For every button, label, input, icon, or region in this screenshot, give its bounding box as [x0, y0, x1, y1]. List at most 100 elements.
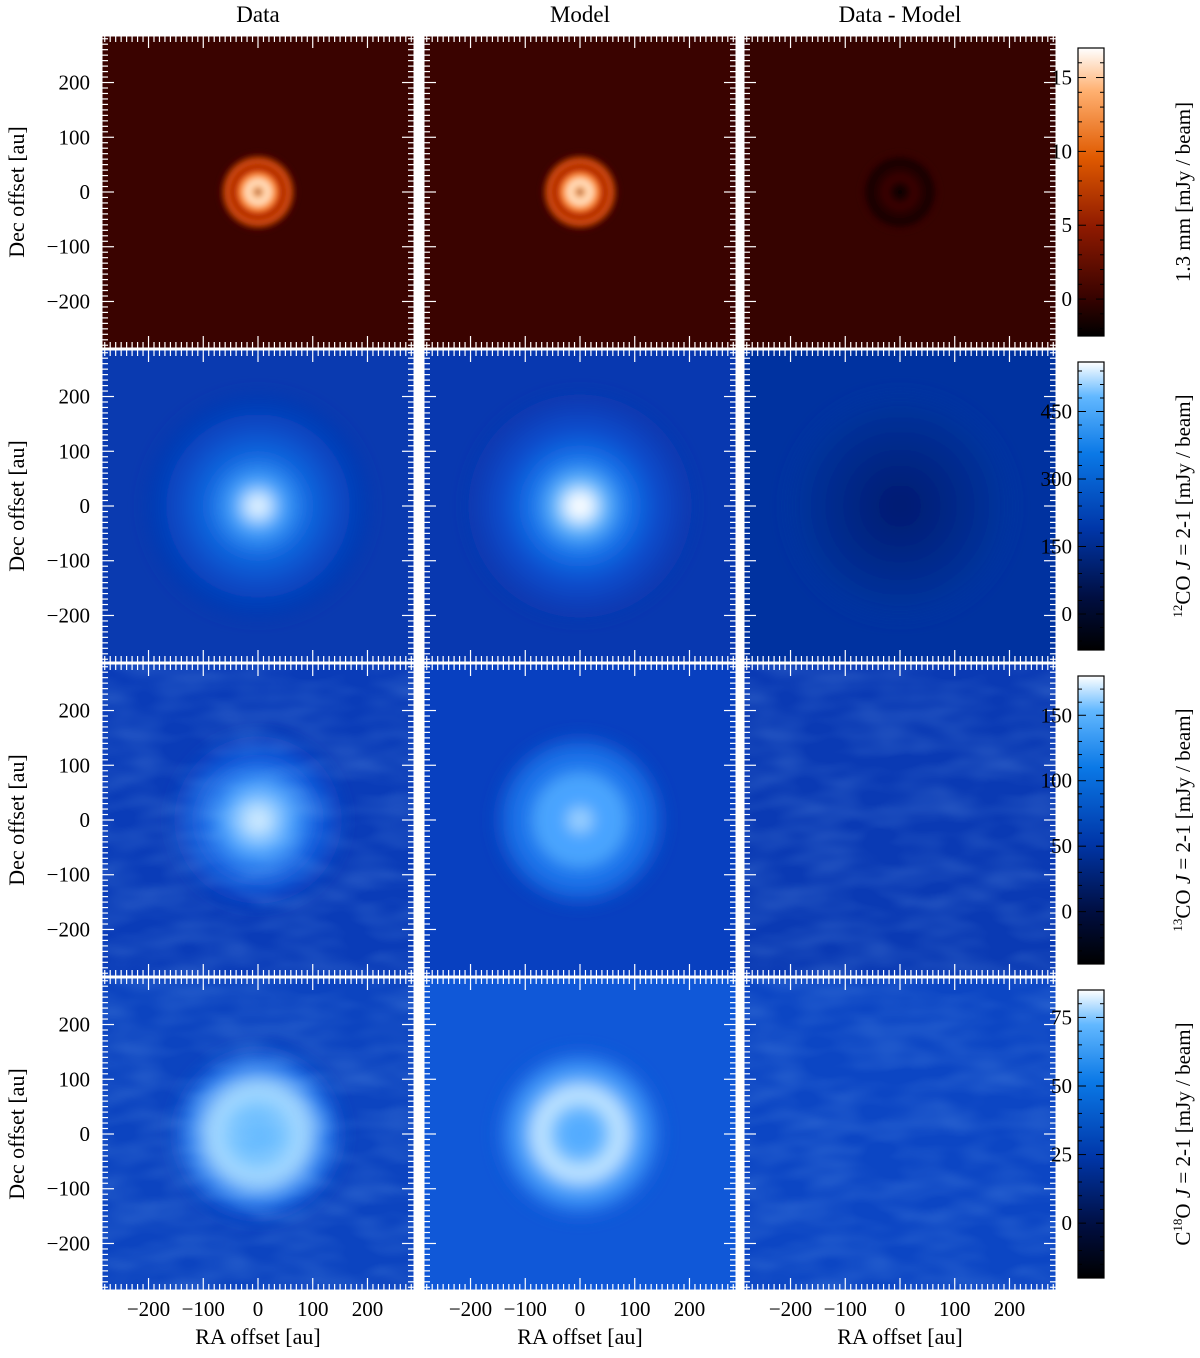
emission-disk [788, 394, 1012, 618]
column-title: Data [236, 2, 279, 27]
panel-ticks [744, 978, 1056, 1290]
emission-disk [496, 736, 664, 904]
y-axis-label: Dec offset [au] [4, 754, 29, 886]
y-tick-label: −100 [47, 863, 90, 887]
colorbar-label: 12CO J = 2-1 [mJy / beam] [1170, 394, 1195, 617]
colorbar-tick-label: 50 [1051, 834, 1072, 858]
y-tick-label: 200 [59, 1013, 91, 1037]
colorbar-gradient [1077, 47, 1105, 337]
panel-ticks [744, 350, 1056, 662]
y-tick-label: 100 [59, 439, 91, 463]
y-tick-label: 100 [59, 1067, 91, 1091]
colorbar-tick-label: 0 [1062, 1211, 1073, 1235]
colorbar-tick-label: 300 [1041, 467, 1073, 491]
panel-ticks [102, 664, 414, 976]
noise-texture [744, 664, 1056, 976]
x-tick-label: 0 [575, 1297, 586, 1321]
x-tick-label: 100 [939, 1297, 971, 1321]
x-tick-label: 200 [994, 1297, 1026, 1321]
y-tick-label: −100 [47, 235, 90, 259]
y-axis-label: Dec offset [au] [4, 126, 29, 258]
colorbar-tick-label: 0 [1062, 900, 1073, 924]
image-panel [423, 977, 737, 1291]
emission-disk [496, 1050, 664, 1218]
x-tick-label: 0 [895, 1297, 906, 1321]
image-panel [423, 35, 737, 349]
x-tick-label: −200 [769, 1297, 812, 1321]
x-tick-label: 0 [253, 1297, 264, 1321]
panel-ticks [102, 36, 414, 348]
x-tick-label: 100 [619, 1297, 651, 1321]
colorbar-tick-label: 5 [1062, 213, 1073, 237]
colorbar-gradient [1077, 989, 1105, 1279]
column-title: Model [550, 2, 610, 27]
y-tick-label: −200 [47, 289, 90, 313]
x-tick-label: −200 [449, 1297, 492, 1321]
y-tick-label: −100 [47, 1177, 90, 1201]
x-axis-label: RA offset [au] [837, 1324, 962, 1349]
colorbar-label: 13CO J = 2-1 [mJy / beam] [1170, 708, 1195, 931]
x-tick-label: −100 [824, 1297, 867, 1321]
panel-ticks [424, 36, 736, 348]
x-tick-label: −200 [127, 1297, 170, 1321]
y-tick-label: 0 [80, 808, 91, 832]
image-panel [101, 663, 415, 977]
panel-ticks [744, 664, 1056, 976]
noise-texture [102, 664, 414, 976]
colorbar-tick-label: 450 [1041, 400, 1073, 424]
image-panel [743, 977, 1057, 1291]
column-title: Data - Model [839, 2, 962, 27]
x-axis-label: RA offset [au] [195, 1324, 320, 1349]
emission-disk [468, 394, 692, 618]
emission-disk [540, 152, 620, 232]
colorbar: 0 50 100 150 13CO J = 2-1 [mJy / beam] [1041, 675, 1195, 965]
colorbar-tick-label: 150 [1041, 703, 1073, 727]
colorbar-tick-label: 10 [1051, 139, 1072, 163]
image-panel [743, 35, 1057, 349]
x-tick-label: 100 [297, 1297, 329, 1321]
y-tick-label: 100 [59, 125, 91, 149]
panel-ticks [102, 978, 414, 1290]
image-panel [101, 977, 415, 1291]
colorbar-label: C18O J = 2-1 [mJy / beam] [1170, 1022, 1195, 1245]
y-tick-label: 0 [80, 180, 91, 204]
y-tick-label: −200 [47, 917, 90, 941]
panel-ticks [744, 36, 1056, 348]
y-tick-label: −100 [47, 549, 90, 573]
y-tick-label: 0 [80, 1122, 91, 1146]
emission-disk [860, 152, 940, 232]
y-tick-label: 100 [59, 753, 91, 777]
image-panel [101, 35, 415, 349]
image-panel [423, 663, 737, 977]
colorbar-tick-label: 0 [1062, 287, 1073, 311]
colorbar: 0 25 50 75 C18O J = 2-1 [mJy / beam] [1051, 989, 1195, 1279]
colorbar-tick-label: 75 [1051, 1005, 1072, 1029]
panel-ticks [424, 350, 736, 662]
colorbar-tick-label: 100 [1041, 769, 1073, 793]
y-tick-label: 200 [59, 71, 91, 95]
y-axis-label: Dec offset [au] [4, 440, 29, 572]
y-tick-label: 200 [59, 385, 91, 409]
colorbar-gradient [1077, 675, 1105, 965]
colorbar: 0 5 10 15 1.3 mm [mJy / beam] [1051, 47, 1195, 337]
image-panel [423, 349, 737, 663]
x-axis-label: RA offset [au] [517, 1324, 642, 1349]
colorbar-label: 1.3 mm [mJy / beam] [1171, 102, 1195, 282]
image-panel [101, 349, 415, 663]
x-tick-label: −100 [182, 1297, 225, 1321]
colorbar-tick-label: 15 [1051, 66, 1072, 90]
colorbar: 0 150 300 450 12CO J = 2-1 [mJy / beam] [1041, 361, 1195, 651]
colorbar-tick-label: 0 [1062, 602, 1073, 626]
y-tick-label: 200 [59, 699, 91, 723]
y-axis-label: Dec offset [au] [4, 1068, 29, 1200]
x-tick-label: 200 [674, 1297, 706, 1321]
panel-ticks [424, 978, 736, 1290]
x-tick-label: −100 [504, 1297, 547, 1321]
image-panel [743, 663, 1057, 977]
panel-ticks [424, 664, 736, 976]
colorbar-tick-label: 25 [1051, 1143, 1072, 1167]
emission-disk [218, 152, 298, 232]
noise-texture [744, 978, 1056, 1290]
noise-texture [102, 978, 414, 1290]
